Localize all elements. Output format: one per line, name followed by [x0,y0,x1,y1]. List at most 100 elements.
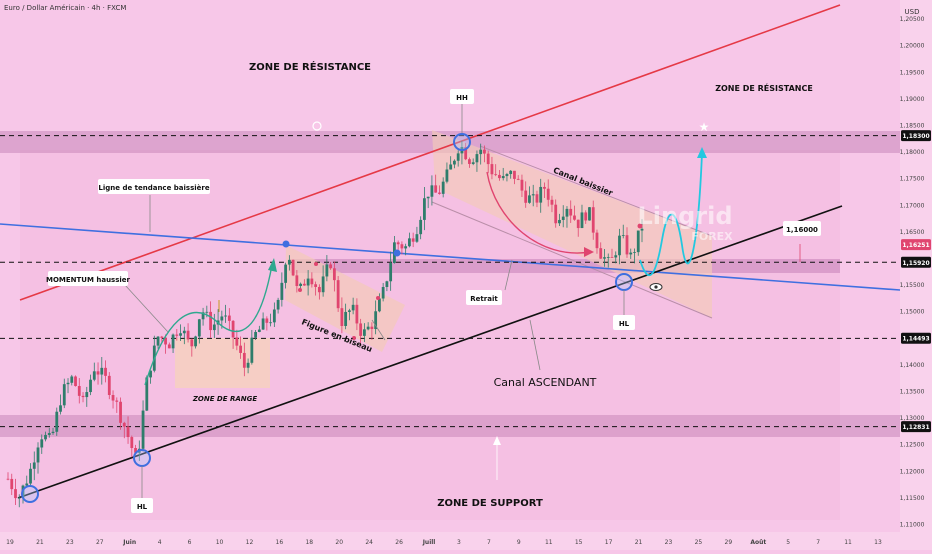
candle-body-117 [445,169,449,182]
tendance-label-box [98,179,210,194]
candle-body-167 [633,252,636,253]
candle-body-113 [430,185,434,197]
candle-body-74 [284,264,288,283]
y-tick-4: 1,18500 [900,123,925,130]
candle-body-34 [134,448,137,453]
candle-body-50 [194,336,197,347]
candle-body-119 [453,160,456,165]
candle-body-18 [74,376,77,387]
wedge-point-3 [352,336,356,340]
x-tick-26: 5 [786,539,790,546]
candle-body-6 [29,468,32,484]
candle-body-87 [332,268,336,281]
candle-body-108 [411,238,415,242]
candle-body-124 [471,162,475,164]
candle-body-38 [149,370,152,378]
candle-body-133 [505,174,509,177]
x-tick-14: Juill [422,539,436,546]
candle-body-95 [362,329,366,336]
time-axis[interactable] [0,532,932,550]
price-badge-label-1: 1,16251 [902,242,929,249]
candle-body-131 [498,174,501,179]
candle-body-66 [254,331,257,338]
candle-body-42 [164,337,167,345]
candle-body-115 [438,192,441,194]
candle-body-81 [310,278,314,285]
candle-body-17 [70,376,74,383]
candle-body-148 [561,216,565,220]
x-tick-23: 25 [695,539,703,546]
candle-body-63 [242,352,246,368]
candle-body-84 [321,276,325,293]
candle-body-140 [531,194,535,196]
price-badge-3 [901,332,931,344]
candle-body-112 [426,196,430,199]
candle-body-122 [464,147,468,160]
label-target-price: 1,16000 [786,226,818,234]
candle-body-162 [614,255,618,258]
candle-body-45 [175,334,179,336]
candle-body-65 [250,337,254,363]
candle-body-8 [36,447,40,463]
y-tick-12: 1,13500 [900,389,925,396]
candle-body-16 [66,382,70,385]
candle-body-135 [513,170,516,179]
y-tick-3: 1,19000 [900,96,925,103]
candle-body-58 [224,315,227,317]
candle-body-75 [287,259,291,265]
label-hh: HH [456,94,468,102]
target-label-box [783,221,821,236]
x-tick-25: Août [750,539,766,546]
price-badge-4 [901,421,931,433]
candle-body-114 [434,185,438,193]
x-tick-4: Juin [122,539,136,546]
candle-body-9 [40,439,44,448]
x-tick-2: 23 [66,539,74,546]
candle-body-64 [246,362,250,368]
candle-body-104 [396,242,400,245]
y-tick-7: 1,17000 [900,202,925,209]
price-badge-label-4: 1,12831 [902,424,929,431]
candle-body-90 [344,311,348,326]
candle-body-71 [272,309,276,323]
candle-body-68 [261,318,265,330]
price-badge-2 [901,256,931,268]
candle-body-7 [32,462,36,469]
candle-body-149 [565,208,569,217]
candle-body-48 [186,330,190,340]
candle-body-92 [351,304,355,311]
candle-body-145 [550,199,554,205]
candle-body-60 [231,320,235,338]
x-tick-18: 11 [545,539,553,546]
ascending-trendline [17,205,843,499]
candle-body-23 [92,371,96,380]
candle-body-67 [257,329,261,332]
candle-body-152 [576,219,580,229]
y-tick-14: 1,12500 [900,442,925,449]
momentum-label-box [48,271,128,286]
candle-body-80 [306,278,310,286]
candle-body-110 [419,219,423,235]
candle-body-157 [595,232,599,249]
candle-body-53 [205,311,209,313]
candle-body-82 [314,284,318,287]
candle-body-166 [629,252,633,255]
hl-low-label-box [131,498,153,513]
brand-watermark-top: Lingrid [637,202,732,230]
candle-body-19 [77,386,81,396]
support-band [0,415,900,437]
candle-body-54 [209,311,212,331]
candle-body-169 [640,228,644,231]
candle-body-161 [610,257,614,258]
candle-body-24 [96,371,100,375]
retrait-pointer [504,259,513,291]
momentum-curve [144,264,273,386]
candle-body-144 [546,188,550,200]
x-tick-29: 13 [874,539,882,546]
candle-body-22 [89,379,92,393]
price-badge-1 [901,239,931,251]
wedge-pointer [371,319,386,341]
candle-body-109 [415,234,419,242]
